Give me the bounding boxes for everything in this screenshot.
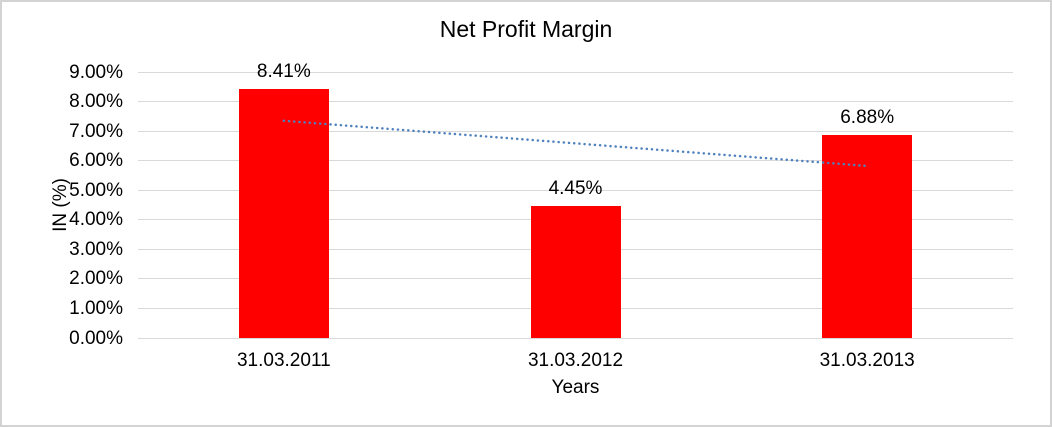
chart-title: Net Profit Margin (439, 16, 613, 42)
bar-value-label: 4.45% (548, 178, 603, 200)
y-tick-label: 9.00% (69, 61, 123, 83)
bar-value-label: 6.88% (840, 106, 895, 128)
x-tick-label: 31.03.2011 (236, 350, 331, 371)
y-tick-label: 6.00% (69, 150, 123, 172)
y-tick-label: 7.00% (69, 120, 123, 142)
y-tick-label: 3.00% (69, 238, 123, 260)
y-tick-label: 1.00% (69, 297, 123, 319)
y-tick-label: 4.00% (69, 209, 123, 231)
gridline (138, 337, 1013, 339)
x-tick-label: 31.03.2013 (819, 350, 915, 371)
y-tick-label: 5.00% (69, 179, 123, 201)
y-tick-label: 2.00% (69, 268, 123, 290)
bar (530, 206, 621, 338)
y-tick-label: 8.00% (69, 91, 123, 113)
y-tick-label: 0.00% (69, 327, 123, 349)
gridline (138, 189, 1013, 191)
x-tick-label: 31.03.2012 (527, 350, 624, 371)
bar (238, 89, 329, 338)
bar (822, 134, 913, 338)
gridline (138, 71, 1013, 73)
trendline-path (282, 119, 869, 168)
x-axis-title: Years (551, 377, 600, 398)
gridline (138, 160, 1013, 162)
gridline (138, 101, 1013, 103)
gridline (138, 130, 1013, 132)
bar-value-label: 8.41% (256, 61, 311, 83)
